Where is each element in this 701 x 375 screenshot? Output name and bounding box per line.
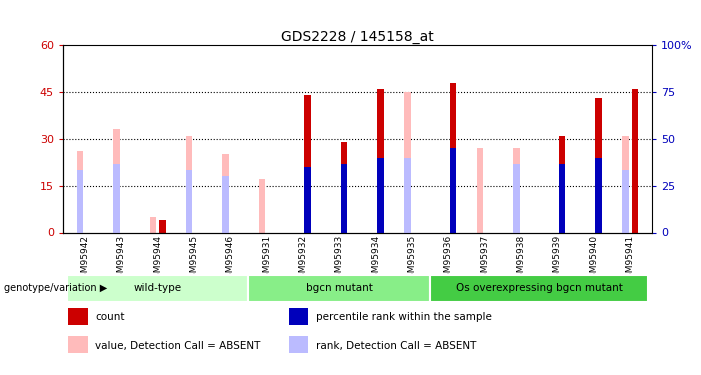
Bar: [114, 129, 120, 232]
Bar: [477, 148, 483, 232]
Bar: [595, 158, 601, 232]
Text: rank, Detection Call = ABSENT: rank, Detection Call = ABSENT: [315, 341, 476, 351]
Text: GSM95934: GSM95934: [372, 235, 380, 284]
Bar: [222, 176, 229, 232]
Bar: [559, 164, 566, 232]
Bar: [632, 89, 638, 232]
Bar: [450, 82, 456, 232]
Bar: [450, 148, 456, 232]
Text: GSM95944: GSM95944: [153, 235, 162, 284]
Text: GSM95941: GSM95941: [625, 235, 634, 284]
Bar: [186, 170, 193, 232]
Text: GSM95933: GSM95933: [335, 235, 343, 284]
Bar: [341, 142, 347, 232]
Bar: [304, 167, 311, 232]
Bar: [114, 164, 120, 232]
Bar: [77, 170, 83, 232]
Bar: [341, 164, 347, 232]
Text: GSM95936: GSM95936: [444, 235, 453, 284]
Bar: [67, 275, 248, 302]
Bar: [513, 148, 519, 232]
Bar: [377, 158, 383, 232]
Bar: [595, 98, 601, 232]
Bar: [77, 151, 83, 232]
Bar: [248, 275, 430, 302]
Text: Os overexpressing bgcn mutant: Os overexpressing bgcn mutant: [456, 283, 622, 293]
Text: GSM95931: GSM95931: [262, 235, 271, 284]
Bar: [289, 336, 308, 353]
Text: GSM95939: GSM95939: [553, 235, 562, 284]
Text: GSM95943: GSM95943: [117, 235, 125, 284]
Bar: [622, 170, 629, 232]
Text: GSM95938: GSM95938: [517, 235, 526, 284]
Bar: [68, 336, 88, 353]
Text: GSM95945: GSM95945: [189, 235, 198, 284]
Bar: [186, 136, 193, 232]
Text: count: count: [95, 312, 125, 322]
Bar: [304, 95, 311, 232]
Text: GSM95946: GSM95946: [226, 235, 235, 284]
Text: GSM95937: GSM95937: [480, 235, 489, 284]
Text: GSM95935: GSM95935: [407, 235, 416, 284]
Bar: [159, 220, 165, 232]
Text: GSM95932: GSM95932: [299, 235, 308, 284]
Bar: [259, 179, 265, 232]
Bar: [559, 136, 566, 232]
Text: bgcn mutant: bgcn mutant: [306, 283, 373, 293]
Text: GSM95942: GSM95942: [81, 235, 90, 284]
Text: wild-type: wild-type: [133, 283, 182, 293]
Text: percentile rank within the sample: percentile rank within the sample: [315, 312, 491, 322]
Bar: [513, 164, 519, 232]
Bar: [404, 92, 411, 232]
Bar: [149, 217, 156, 232]
Bar: [289, 307, 308, 325]
Text: value, Detection Call = ABSENT: value, Detection Call = ABSENT: [95, 341, 260, 351]
Bar: [622, 136, 629, 232]
Bar: [404, 158, 411, 232]
Bar: [222, 154, 229, 232]
Bar: [377, 89, 383, 232]
Bar: [430, 275, 648, 302]
Bar: [68, 307, 88, 325]
Text: genotype/variation ▶: genotype/variation ▶: [4, 283, 107, 293]
Text: GSM95940: GSM95940: [590, 235, 598, 284]
Title: GDS2228 / 145158_at: GDS2228 / 145158_at: [281, 30, 434, 44]
